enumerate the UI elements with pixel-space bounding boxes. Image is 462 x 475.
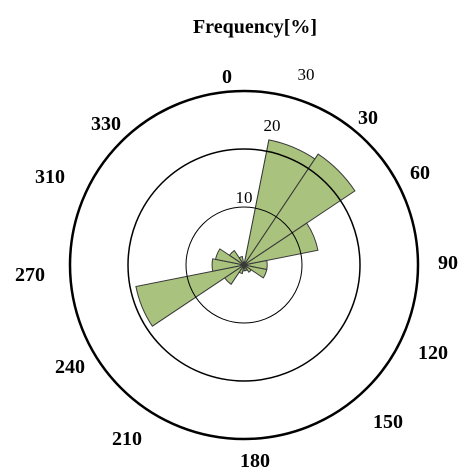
direction-label-60: 60 bbox=[410, 162, 430, 184]
sector-edge-45 bbox=[243, 153, 319, 266]
sector-270 bbox=[211, 258, 245, 272]
chart-title: Frequency[%] bbox=[193, 16, 317, 38]
sector-edge-247.5 bbox=[152, 264, 245, 327]
sectors-layer bbox=[135, 139, 356, 327]
ring-10 bbox=[185, 206, 303, 324]
sector-edge-67.5 bbox=[243, 222, 307, 266]
sector-edge-315 bbox=[229, 254, 245, 266]
direction-label-240: 240 bbox=[55, 356, 85, 378]
sector-247.5 bbox=[135, 264, 245, 327]
sector-edge-225 bbox=[230, 264, 245, 285]
ring-30 bbox=[68, 89, 420, 441]
direction-label-90: 90 bbox=[438, 252, 458, 274]
sector-45 bbox=[243, 153, 356, 266]
sector-edge-90 bbox=[243, 260, 267, 266]
direction-label-310: 310 bbox=[35, 166, 65, 188]
direction-label-30: 30 bbox=[358, 107, 378, 129]
sector-edge-270 bbox=[212, 264, 245, 272]
sector-edge-22.5 bbox=[243, 139, 270, 266]
direction-label-0: 0 bbox=[222, 66, 232, 88]
ring-20 bbox=[127, 148, 361, 382]
direction-label-270: 270 bbox=[15, 264, 45, 286]
sector-edge-337.5 bbox=[238, 257, 245, 266]
direction-label-330: 330 bbox=[91, 113, 121, 135]
sector-edge-202.5 bbox=[241, 264, 245, 274]
sector-edge-112.5 bbox=[243, 264, 267, 270]
sector-edge-292.5 bbox=[215, 258, 245, 266]
ring-label-30: 30 bbox=[298, 65, 315, 84]
direction-label-120: 120 bbox=[418, 342, 448, 364]
sector-edge-135 bbox=[243, 264, 252, 271]
direction-label-150: 150 bbox=[373, 411, 403, 433]
direction-label-210: 210 bbox=[112, 428, 142, 450]
ring-label-20: 20 bbox=[264, 116, 281, 135]
ring-label-10: 10 bbox=[236, 188, 253, 207]
direction-label-180: 180 bbox=[240, 450, 270, 472]
